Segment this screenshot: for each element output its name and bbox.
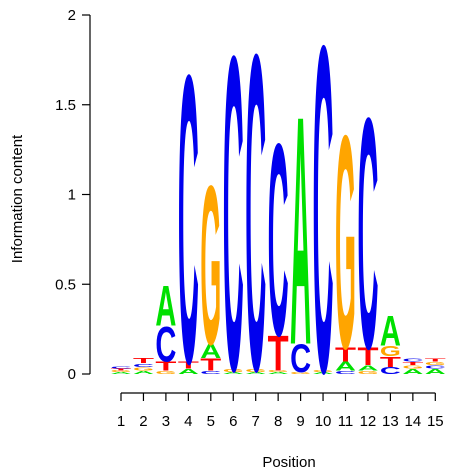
logo-letter-C-pos-5: C: [200, 370, 221, 375]
x-tick-label: 1: [117, 413, 125, 430]
logo-letter-C-pos-1: C: [111, 366, 132, 369]
logo-letter-A-pos-5: A: [200, 340, 221, 362]
logo-letter-C-pos-9: C: [290, 337, 311, 382]
y-tick-label: 0: [68, 366, 76, 383]
logo-letter-T-pos-12: T: [357, 343, 379, 370]
logo-letter-G-pos-12: G: [357, 370, 378, 376]
x-axis-title: Position: [262, 454, 315, 471]
logo-letter-C-pos-4: C: [178, 0, 199, 449]
logo-letter-C-pos-6: C: [223, 0, 244, 465]
x-tick-label: 5: [207, 413, 215, 430]
x-tick-label: 2: [139, 413, 147, 430]
logo-letter-G-pos-15: G: [425, 361, 446, 367]
logo-letter-A-pos-1: A: [111, 372, 132, 375]
logo-letter-T-pos-3: T: [155, 360, 176, 373]
logo-letter-C-pos-15: C: [425, 364, 446, 369]
logo-letter-G-pos-5: G: [200, 140, 221, 393]
x-tick-label: 4: [184, 413, 192, 430]
logo-letter-C-pos-11: C: [335, 370, 356, 375]
logo-letter-A-pos-3: A: [155, 274, 176, 338]
x-tick-label: 10: [315, 413, 332, 430]
logo-letter-T-pos-1: T: [111, 368, 132, 371]
logo-letter-A-pos-11: A: [335, 359, 356, 373]
logo-letter-G-pos-2: G: [133, 366, 154, 372]
logo-letter-A-pos-8: A: [268, 372, 289, 375]
logo-letter-G-pos-8: G: [268, 370, 289, 373]
logo-letter-C-pos-13: C: [380, 365, 401, 376]
x-tick-label: 15: [427, 413, 444, 430]
logo-letter-G-pos-10: G: [313, 370, 334, 373]
logo-letter-T-pos-14: T: [402, 361, 423, 366]
x-axis: 1 2 3 4 5 6 7 8 9 10 11 12 13 14 15: [117, 392, 444, 430]
logo-letter-A-pos-13: A: [380, 307, 401, 355]
logo-letter-C-pos-8: C: [268, 87, 289, 394]
y-axis: 0 0.5 1 1.5 2: [55, 7, 91, 383]
x-tick-label: 14: [405, 413, 422, 430]
x-tick-label: 3: [162, 413, 170, 430]
x-tick-label: 13: [382, 413, 399, 430]
logo-letter-G-pos-7: G: [245, 368, 266, 374]
x-tick-label: 6: [229, 413, 237, 430]
logo-letter-A-pos-14: A: [402, 368, 423, 376]
y-tick-label: 1.5: [55, 97, 76, 114]
logo-letter-A-pos-10: A: [313, 372, 334, 375]
logo-letter-G-pos-6: G: [223, 368, 244, 374]
logo-letter-T-pos-5: T: [200, 354, 221, 374]
logo-letter-T-pos-15: T: [425, 357, 446, 362]
logo-letter-A-pos-12: A: [357, 364, 378, 372]
logo-letter-G-pos-1: G: [111, 370, 132, 373]
logo-letter-T-pos-8: T: [268, 326, 289, 382]
x-tick-label: 7: [252, 413, 260, 430]
logo-letter-T-pos-13: T: [380, 353, 401, 370]
logo-letter-G-pos-3: G: [155, 370, 176, 376]
logo-letter-C-pos-2: C: [133, 363, 154, 368]
logo-letter-A-pos-2: A: [133, 370, 154, 375]
logo-letter-A-pos-6: A: [223, 372, 244, 375]
logo-letter-G-pos-9: G: [290, 372, 311, 375]
logo-letter-A-pos-4: A: [178, 368, 199, 376]
logo-letter-G-pos-13: G: [380, 342, 401, 359]
logo-letter-A-pos-15: A: [425, 368, 446, 376]
x-tick-label: 12: [360, 413, 377, 430]
logo-letter-G-pos-14: G: [402, 364, 423, 370]
logo-letter-T-pos-2: T: [133, 357, 154, 365]
logo-letter-A-pos-7: A: [245, 372, 266, 375]
logo-letter-A-pos-9: A: [290, 49, 311, 414]
logo-letter-T-pos-11: T: [335, 344, 356, 366]
y-tick-label: 2: [68, 7, 76, 24]
y-tick-label: 1: [68, 187, 76, 204]
y-tick-label: 0.5: [55, 276, 76, 293]
y-axis-title: Information content: [9, 134, 26, 263]
logo-letter-C-pos-7: C: [245, 0, 266, 465]
logo-letter-C-pos-14: C: [402, 357, 423, 362]
logo-letter-C-pos-10: C: [313, 0, 334, 469]
x-tick-label: 11: [338, 413, 354, 430]
logo-letter-G-pos-11: G: [335, 72, 356, 411]
logo-letter-C-pos-12: C: [357, 50, 378, 418]
x-tick-label: 8: [274, 413, 282, 430]
logo-letter-C-pos-3: C: [155, 316, 176, 372]
logo-letter-T-pos-4: T: [178, 360, 200, 371]
x-tick-label: 9: [296, 413, 304, 430]
